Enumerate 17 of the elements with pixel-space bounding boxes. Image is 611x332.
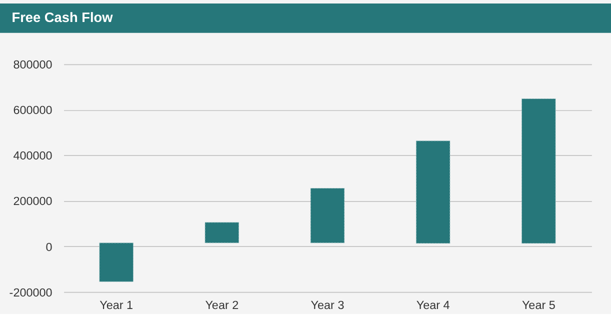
- bar: [204, 222, 240, 244]
- chart-title: Free Cash Flow: [12, 10, 114, 26]
- y-tick-label: 400000: [13, 150, 53, 163]
- y-tick-label: 800000: [13, 58, 53, 72]
- bar: [310, 188, 345, 244]
- y-tick-label: 600000: [13, 104, 53, 118]
- bar: [99, 242, 134, 282]
- y-tick-label: 200000: [13, 195, 53, 208]
- bar: [416, 140, 450, 244]
- x-tick-label: Year 3: [310, 299, 344, 312]
- y-tick-label: 0: [46, 240, 53, 254]
- bar: [522, 98, 556, 244]
- x-tick-label: Year 2: [205, 299, 239, 312]
- x-tick-label: Year 4: [416, 299, 450, 312]
- x-tick-label: Year 5: [522, 299, 556, 312]
- y-tick-label: -200000: [9, 286, 53, 300]
- x-tick-label: Year 1: [100, 299, 134, 312]
